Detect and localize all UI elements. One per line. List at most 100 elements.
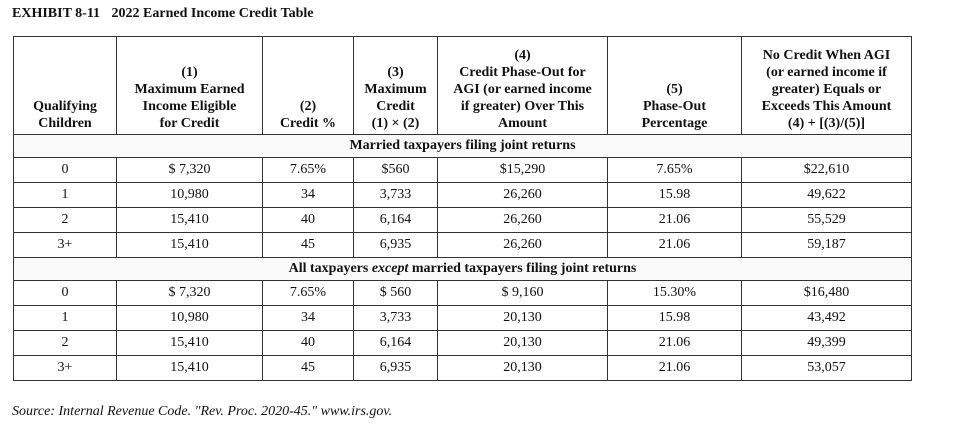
cell-no-credit-threshold: $22,610	[741, 157, 912, 183]
cell-no-credit-threshold: $16,480	[741, 280, 912, 306]
cell-phase-out-amount: 26,260	[437, 207, 608, 233]
cell-maximum-credit: 3,733	[353, 305, 438, 331]
source-note: Source: Internal Revenue Code. "Rev. Pro…	[12, 404, 393, 419]
cell-no-credit-threshold: 55,529	[741, 207, 912, 233]
cell-phase-out-percentage: 21.06	[607, 232, 742, 258]
cell-max-earned-income: $ 7,320	[116, 157, 263, 183]
cell-no-credit-threshold: 53,057	[741, 355, 912, 381]
cell-qualifying-children: 3+	[13, 232, 117, 258]
cell-phase-out-percentage: 15.98	[607, 182, 742, 208]
table-row: 1 10,980 34 3,733 20,130 15.98 43,492	[13, 305, 912, 331]
cell-qualifying-children: 0	[13, 157, 117, 183]
cell-max-earned-income: 15,410	[116, 355, 263, 381]
cell-maximum-credit: $ 560	[353, 280, 438, 306]
header-line: Maximum Earned	[134, 82, 245, 97]
header-line: Credit %	[279, 116, 337, 131]
cell-credit-percent: 45	[262, 355, 354, 381]
cell-phase-out-percentage: 21.06	[607, 207, 742, 233]
cell-credit-percent: 34	[262, 182, 354, 208]
header-line: (5)	[666, 82, 683, 97]
cell-phase-out-amount: 26,260	[437, 232, 608, 258]
header-line: Credit Phase-Out for	[459, 65, 586, 80]
cell-phase-out-amount: 20,130	[437, 305, 608, 331]
cell-credit-percent: 7.65%	[262, 280, 354, 306]
header-line: for Credit	[159, 116, 220, 131]
header-line: Maximum	[364, 82, 427, 97]
cell-phase-out-percentage: 15.30%	[607, 280, 742, 306]
header-line: (2)	[299, 99, 317, 114]
header-line: (or earned income if	[766, 65, 887, 80]
header-qualifying-children: Qualifying Children	[13, 36, 117, 135]
cell-max-earned-income: 15,410	[116, 330, 263, 356]
cell-max-earned-income: 15,410	[116, 232, 263, 258]
cell-no-credit-threshold: 49,399	[741, 330, 912, 356]
header-phase-out-percentage: (5) Phase-Out Percentage	[607, 36, 742, 135]
exhibit-title: EXHIBIT 8-11 2022 Earned Income Credit T…	[12, 6, 314, 22]
cell-phase-out-amount: 20,130	[437, 330, 608, 356]
header-line: Exceeds This Amount	[761, 99, 892, 114]
header-line: if greater) Over This	[460, 99, 585, 114]
header-line: (1) × (2)	[371, 116, 420, 131]
cell-credit-percent: 40	[262, 330, 354, 356]
header-line: Credit	[376, 99, 415, 114]
header-line: Percentage	[641, 116, 708, 131]
header-line: No Credit When AGI	[762, 48, 891, 63]
cell-no-credit-threshold: 59,187	[741, 232, 912, 258]
cell-phase-out-percentage: 21.06	[607, 330, 742, 356]
header-line: Phase-Out	[643, 99, 706, 114]
header-line: (1)	[181, 65, 198, 80]
table-row: 3+ 15,410 45 6,935 20,130 21.06 53,057	[13, 355, 912, 381]
section-title: Married taxpayers filing joint returns	[13, 134, 912, 158]
header-line: Income Eligible	[142, 99, 237, 114]
cell-maximum-credit: 6,164	[353, 330, 438, 356]
header-max-earned-income: (1) Maximum Earned Income Eligible for C…	[116, 36, 263, 135]
header-maximum-credit: (3) Maximum Credit (1) × (2)	[353, 36, 438, 135]
header-line: (3)	[387, 65, 404, 80]
cell-qualifying-children: 2	[13, 330, 117, 356]
cell-qualifying-children: 3+	[13, 355, 117, 381]
cell-qualifying-children: 0	[13, 280, 117, 306]
cell-max-earned-income: 15,410	[116, 207, 263, 233]
header-line: Children	[38, 116, 92, 131]
table-row: 3+ 15,410 45 6,935 26,260 21.06 59,187	[13, 232, 912, 258]
header-line: Qualifying	[33, 99, 97, 114]
cell-credit-percent: 7.65%	[262, 157, 354, 183]
cell-credit-percent: 34	[262, 305, 354, 331]
cell-phase-out-percentage: 21.06	[607, 355, 742, 381]
section-header-married-joint: Married taxpayers filing joint returns	[13, 134, 912, 158]
header-phase-out-amount: (4) Credit Phase-Out for AGI (or earned …	[437, 36, 608, 135]
cell-maximum-credit: 3,733	[353, 182, 438, 208]
header-line: (4)	[514, 48, 531, 63]
header-line: greater) Equals or	[771, 82, 882, 97]
cell-qualifying-children: 2	[13, 207, 117, 233]
cell-phase-out-amount: 20,130	[437, 355, 608, 381]
header-line: Amount	[497, 116, 547, 131]
exhibit-title-text: 2022 Earned Income Credit Table	[111, 6, 314, 21]
section-title: All taxpayers except married taxpayers f…	[13, 257, 912, 281]
header-row: Qualifying Children (1) Maximum Earned I…	[13, 36, 912, 135]
section-header-all-other: All taxpayers except married taxpayers f…	[13, 257, 912, 281]
cell-phase-out-amount: $15,290	[437, 157, 608, 183]
cell-credit-percent: 40	[262, 207, 354, 233]
cell-maximum-credit: $560	[353, 157, 438, 183]
cell-phase-out-amount: $ 9,160	[437, 280, 608, 306]
header-line: (4) + [(3)/(5)]	[787, 116, 866, 131]
header-line: AGI (or earned income	[453, 82, 592, 97]
table-row: 2 15,410 40 6,164 26,260 21.06 55,529	[13, 207, 912, 233]
cell-max-earned-income: $ 7,320	[116, 280, 263, 306]
eic-table: Qualifying Children (1) Maximum Earned I…	[13, 36, 912, 381]
cell-no-credit-threshold: 49,622	[741, 182, 912, 208]
cell-max-earned-income: 10,980	[116, 305, 263, 331]
table-row: 0 $ 7,320 7.65% $560 $15,290 7.65% $22,6…	[13, 157, 912, 183]
table-row: 0 $ 7,320 7.65% $ 560 $ 9,160 15.30% $16…	[13, 280, 912, 306]
table-row: 2 15,410 40 6,164 20,130 21.06 49,399	[13, 330, 912, 356]
cell-phase-out-amount: 26,260	[437, 182, 608, 208]
cell-qualifying-children: 1	[13, 182, 117, 208]
table-row: 1 10,980 34 3,733 26,260 15.98 49,622	[13, 182, 912, 208]
cell-phase-out-percentage: 7.65%	[607, 157, 742, 183]
cell-maximum-credit: 6,935	[353, 232, 438, 258]
header-no-credit-threshold: No Credit When AGI (or earned income if …	[741, 36, 912, 135]
exhibit-number: EXHIBIT 8-11	[12, 6, 101, 21]
cell-max-earned-income: 10,980	[116, 182, 263, 208]
cell-no-credit-threshold: 43,492	[741, 305, 912, 331]
